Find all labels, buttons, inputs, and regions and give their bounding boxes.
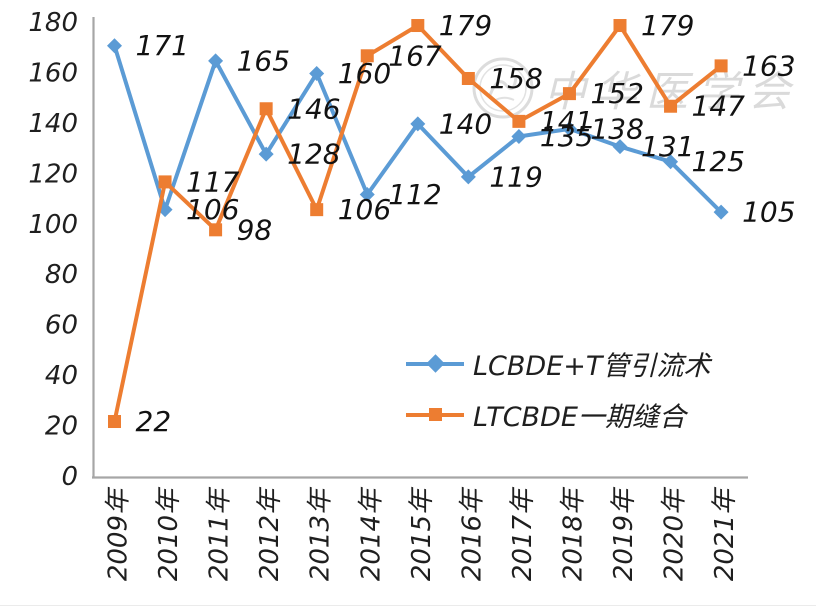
legend-diamond-marker-icon <box>426 354 445 373</box>
legend-line-square-icon <box>406 400 464 429</box>
diamond-marker-icon <box>359 187 375 203</box>
data-label-lcbde: 160 <box>338 57 391 90</box>
x-tick-label: 2018年 <box>558 486 588 581</box>
y-tick-label: 80 <box>45 260 78 290</box>
square-marker-icon <box>461 71 475 85</box>
legend-label-ltcbde: LTCBDE一期缝合 <box>473 402 686 433</box>
data-label-lcbde: 105 <box>742 196 795 229</box>
square-marker-icon <box>512 114 526 128</box>
square-marker-icon <box>411 19 425 33</box>
diamond-marker-icon <box>258 146 274 162</box>
diamond-marker-icon <box>309 65 325 81</box>
data-label-lcbde: 171 <box>136 29 189 62</box>
data-label-ltcbde: 158 <box>489 62 542 95</box>
data-label-lcbde: 125 <box>692 145 745 178</box>
y-tick-label: 160 <box>28 58 78 88</box>
square-marker-icon <box>158 175 172 189</box>
square-marker-icon <box>714 59 728 73</box>
diamond-marker-icon <box>460 169 476 185</box>
y-tick-label: 120 <box>28 159 78 189</box>
square-marker-icon <box>664 99 678 113</box>
square-marker-icon <box>613 19 627 33</box>
x-tick-label: 2020年 <box>660 486 690 581</box>
data-label-ltcbde: 179 <box>439 9 492 42</box>
data-label-lcbde: 128 <box>287 138 340 171</box>
x-tick-label: 2009年 <box>104 486 134 581</box>
data-label-lcbde: 165 <box>237 44 290 77</box>
y-tick-label: 0 <box>61 462 78 492</box>
y-tick-label: 60 <box>45 311 78 341</box>
legend: LCBDE+T管引流术 LTCBDE一期缝合 <box>406 344 710 434</box>
diamond-marker-icon <box>410 116 426 132</box>
x-tick-label: 2013年 <box>306 486 336 581</box>
square-marker-icon <box>310 203 324 217</box>
legend-item-ltcbde: LTCBDE一期缝合 <box>406 395 710 434</box>
legend-item-lcbde-t: LCBDE+T管引流术 <box>406 344 710 383</box>
square-marker-icon <box>108 415 121 429</box>
y-tick-label: 180 <box>28 8 78 38</box>
y-tick-label: 40 <box>45 361 78 391</box>
x-tick-label: 2010年 <box>154 486 184 581</box>
diamond-marker-icon <box>612 139 628 155</box>
x-tick-label: 2012年 <box>255 486 285 581</box>
x-tick-label: 2011年 <box>205 486 235 581</box>
square-marker-icon <box>360 49 374 63</box>
data-label-ltcbde: 141 <box>540 105 593 138</box>
data-label-lcbde: 140 <box>439 107 492 140</box>
y-tick-label: 140 <box>28 109 78 139</box>
data-label-lcbde: 131 <box>641 130 694 163</box>
bottom-divider <box>0 605 816 606</box>
data-label-lcbde: 112 <box>388 178 441 211</box>
square-marker-icon <box>209 223 223 237</box>
y-tick-label: 100 <box>28 210 78 240</box>
data-label-ltcbde: 152 <box>590 77 643 110</box>
data-label-ltcbde: 117 <box>186 165 240 198</box>
diamond-marker-icon <box>511 129 527 144</box>
diamond-marker-icon <box>561 121 577 137</box>
data-label-ltcbde: 146 <box>287 92 340 125</box>
x-tick-label: 2017年 <box>508 486 538 581</box>
square-marker-icon <box>259 102 273 116</box>
data-label-ltcbde: 106 <box>338 193 391 226</box>
data-label-ltcbde: 22 <box>136 405 172 438</box>
legend-line-diamond-icon <box>406 349 464 378</box>
diamond-marker-icon <box>107 38 122 54</box>
data-label-lcbde: 106 <box>186 193 239 226</box>
x-tick-label: 2016年 <box>457 486 487 581</box>
data-label-lcbde: 138 <box>590 112 643 145</box>
diamond-marker-icon <box>713 204 729 220</box>
data-label-ltcbde: 98 <box>237 213 273 246</box>
y-tick-label: 20 <box>45 412 78 442</box>
legend-square-marker-icon <box>429 408 442 421</box>
data-label-ltcbde: 179 <box>641 9 694 42</box>
data-label-ltcbde: 167 <box>388 39 442 72</box>
data-label-ltcbde: 163 <box>742 49 795 82</box>
diamond-marker-icon <box>208 53 224 69</box>
x-tick-label: 2019年 <box>609 486 639 581</box>
diamond-marker-icon <box>663 154 679 170</box>
square-marker-icon <box>562 87 576 101</box>
data-label-lcbde: 135 <box>540 120 593 153</box>
x-tick-label: 2015年 <box>407 486 437 581</box>
data-label-ltcbde: 147 <box>692 90 746 123</box>
data-label-lcbde: 119 <box>489 160 542 193</box>
x-tick-label: 2014年 <box>356 486 386 581</box>
legend-label-lcbde-t: LCBDE+T管引流术 <box>473 351 711 382</box>
x-tick-label: 2021年 <box>710 486 740 581</box>
